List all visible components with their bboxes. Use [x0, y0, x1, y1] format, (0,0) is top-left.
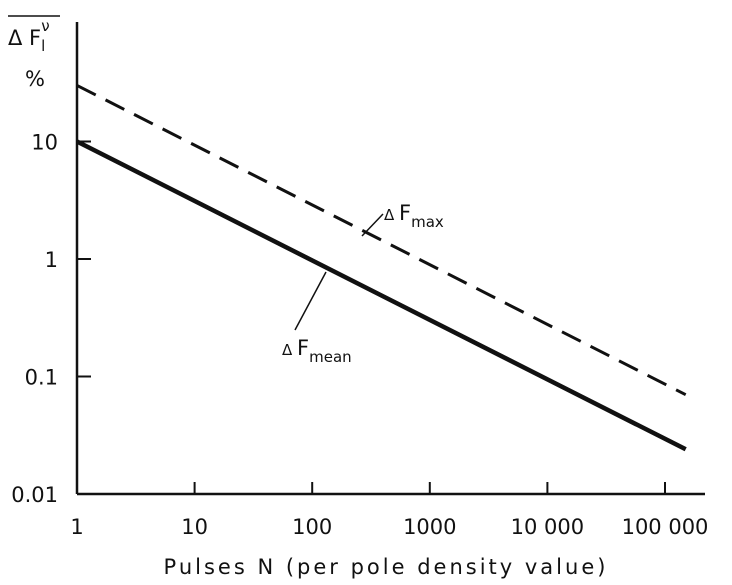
- x-axis-title: Pulses N (per pole density value): [164, 555, 609, 579]
- y-axis-unit: %: [25, 67, 45, 91]
- x-tick-label: 1000: [403, 515, 456, 539]
- x-tick-label: 1: [70, 515, 83, 539]
- x-tick-label: 10: [181, 515, 208, 539]
- y-tick-label: 0.1: [25, 366, 58, 390]
- x-tick-label: 100 000: [622, 515, 709, 539]
- y-tick-label: 0.01: [11, 483, 58, 507]
- annotations: Δ Flν% Pulses N (per pole density value) Δ…: [8, 15, 609, 579]
- series-line-dashed: [76, 84, 687, 397]
- series-label: Δ Fmean: [282, 336, 352, 366]
- series-line-solid: [75, 139, 687, 452]
- x-tick-label: 100: [292, 515, 332, 539]
- series-label-leader: [361, 213, 384, 237]
- x-tick-label: 10 000: [511, 515, 584, 539]
- series-label-leader: [294, 271, 327, 331]
- series-lines: [75, 84, 687, 452]
- y-tick-label: 10: [31, 131, 58, 155]
- series-label: Δ Fmax: [384, 201, 444, 231]
- ticks: 1 10 100 1000 10 000 100 000 0.01 0.1 1 10: [11, 131, 708, 540]
- y-tick-label: 1: [45, 248, 58, 272]
- axes: [75, 22, 705, 496]
- y-axis-title: Δ Flν: [8, 17, 50, 55]
